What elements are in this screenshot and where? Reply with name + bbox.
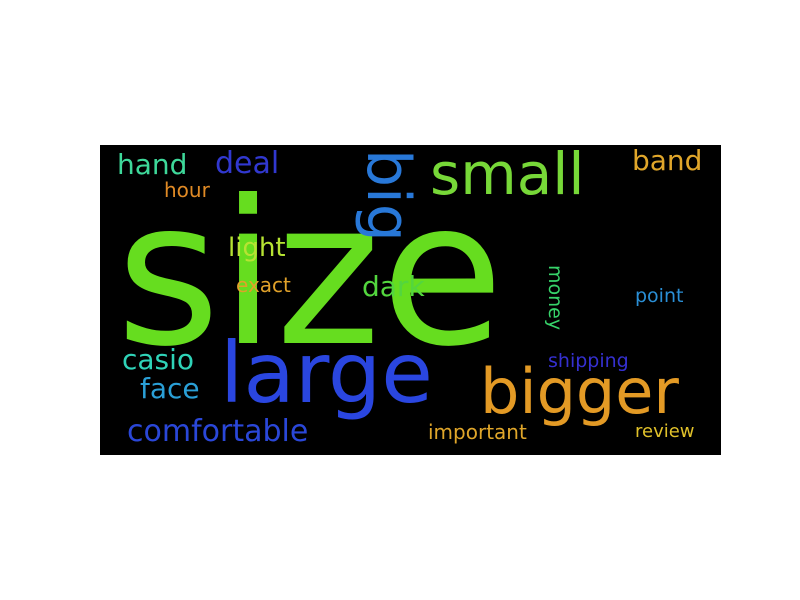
word-band: band — [632, 145, 703, 177]
word-casio: casio — [122, 343, 195, 376]
word-big: big — [353, 149, 423, 242]
word-hand: hand — [117, 148, 188, 181]
word-hour: hour — [164, 178, 210, 202]
word-size: size — [116, 158, 504, 391]
word-review: review — [635, 421, 695, 442]
word-exact: exact — [236, 273, 291, 297]
word-face: face — [140, 372, 200, 405]
word-shipping: shipping — [548, 350, 629, 372]
word-deal: deal — [215, 146, 280, 181]
word-comfortable: comfortable — [127, 414, 309, 449]
word-cloud: size large bigger big small comfortable … — [100, 145, 721, 455]
word-light: light — [228, 233, 286, 263]
word-point: point — [635, 285, 684, 307]
word-important: important — [428, 420, 527, 444]
word-large: large — [220, 324, 433, 422]
word-dark: dark — [362, 270, 425, 303]
word-bigger: bigger — [480, 355, 679, 428]
word-small: small — [430, 145, 585, 208]
word-money: money — [544, 265, 566, 331]
